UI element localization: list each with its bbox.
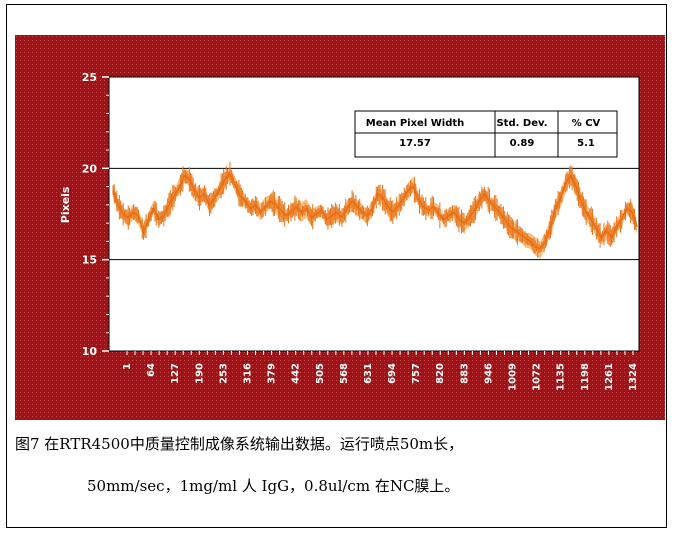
table-value-mean: 17.57	[399, 138, 431, 149]
y-tick-label: 25	[82, 71, 97, 84]
x-tick-label: 190	[194, 363, 205, 384]
x-tick-label: 316	[242, 363, 253, 384]
x-tick-label: 694	[387, 363, 398, 384]
stats-table: Mean Pixel Width Std. Dev. % CV 17.57 0.…	[354, 110, 618, 158]
caption-line-2: 50mm/sec，1mg/ml 人 IgG，0.8ul/cm 在NC膜上。	[87, 477, 460, 495]
x-tick-label: 820	[435, 363, 446, 384]
x-tick-label: 1072	[532, 363, 543, 391]
table-header-stddev: Std. Dev.	[496, 118, 547, 129]
x-tick-label: 64	[146, 363, 157, 377]
x-tick-label: 568	[339, 363, 350, 384]
caption-line-1: 图7 在RTR4500中质量控制成像系统输出数据。运行喷点50m长，	[15, 435, 464, 453]
series-line	[112, 172, 638, 250]
y-tick-label: 15	[82, 254, 97, 267]
x-tick-label: 946	[483, 363, 494, 384]
x-tick-label: 631	[363, 363, 374, 384]
line-chart: 10 15 20 25 1 64 127 190 253 316 379 442 505 568 631 6…	[15, 35, 665, 420]
x-tick-label: 883	[459, 363, 470, 384]
table-value-stddev: 0.89	[510, 138, 535, 149]
x-tick-label: 1135	[556, 363, 567, 391]
y-tick-label: 10	[82, 345, 98, 358]
y-axis-label: Pixels	[59, 186, 72, 223]
x-tick-label: 379	[267, 363, 278, 384]
chart-panel: 10 15 20 25 1 64 127 190 253 316 379 442 505 568 631 6…	[15, 35, 665, 420]
x-tick-label: 505	[315, 363, 326, 384]
x-tick-label: 253	[218, 363, 229, 384]
x-tick-label: 1009	[508, 363, 519, 391]
table-header-mean: Mean Pixel Width	[366, 118, 465, 129]
table-value-cv: 5.1	[577, 138, 595, 149]
x-tick-label: 1324	[628, 363, 639, 391]
x-tick-label: 1198	[580, 363, 591, 391]
x-tick-label: 127	[170, 363, 181, 384]
table-header-cv: % CV	[572, 118, 601, 129]
x-tick-label: 442	[291, 363, 302, 384]
x-tick-label: 1	[122, 363, 133, 370]
x-tick-label: 1261	[604, 363, 615, 391]
y-tick-label: 20	[82, 162, 98, 175]
figure-frame: 10 15 20 25 1 64 127 190 253 316 379 442 505 568 631 6…	[6, 4, 667, 528]
x-tick-label: 757	[411, 363, 422, 384]
